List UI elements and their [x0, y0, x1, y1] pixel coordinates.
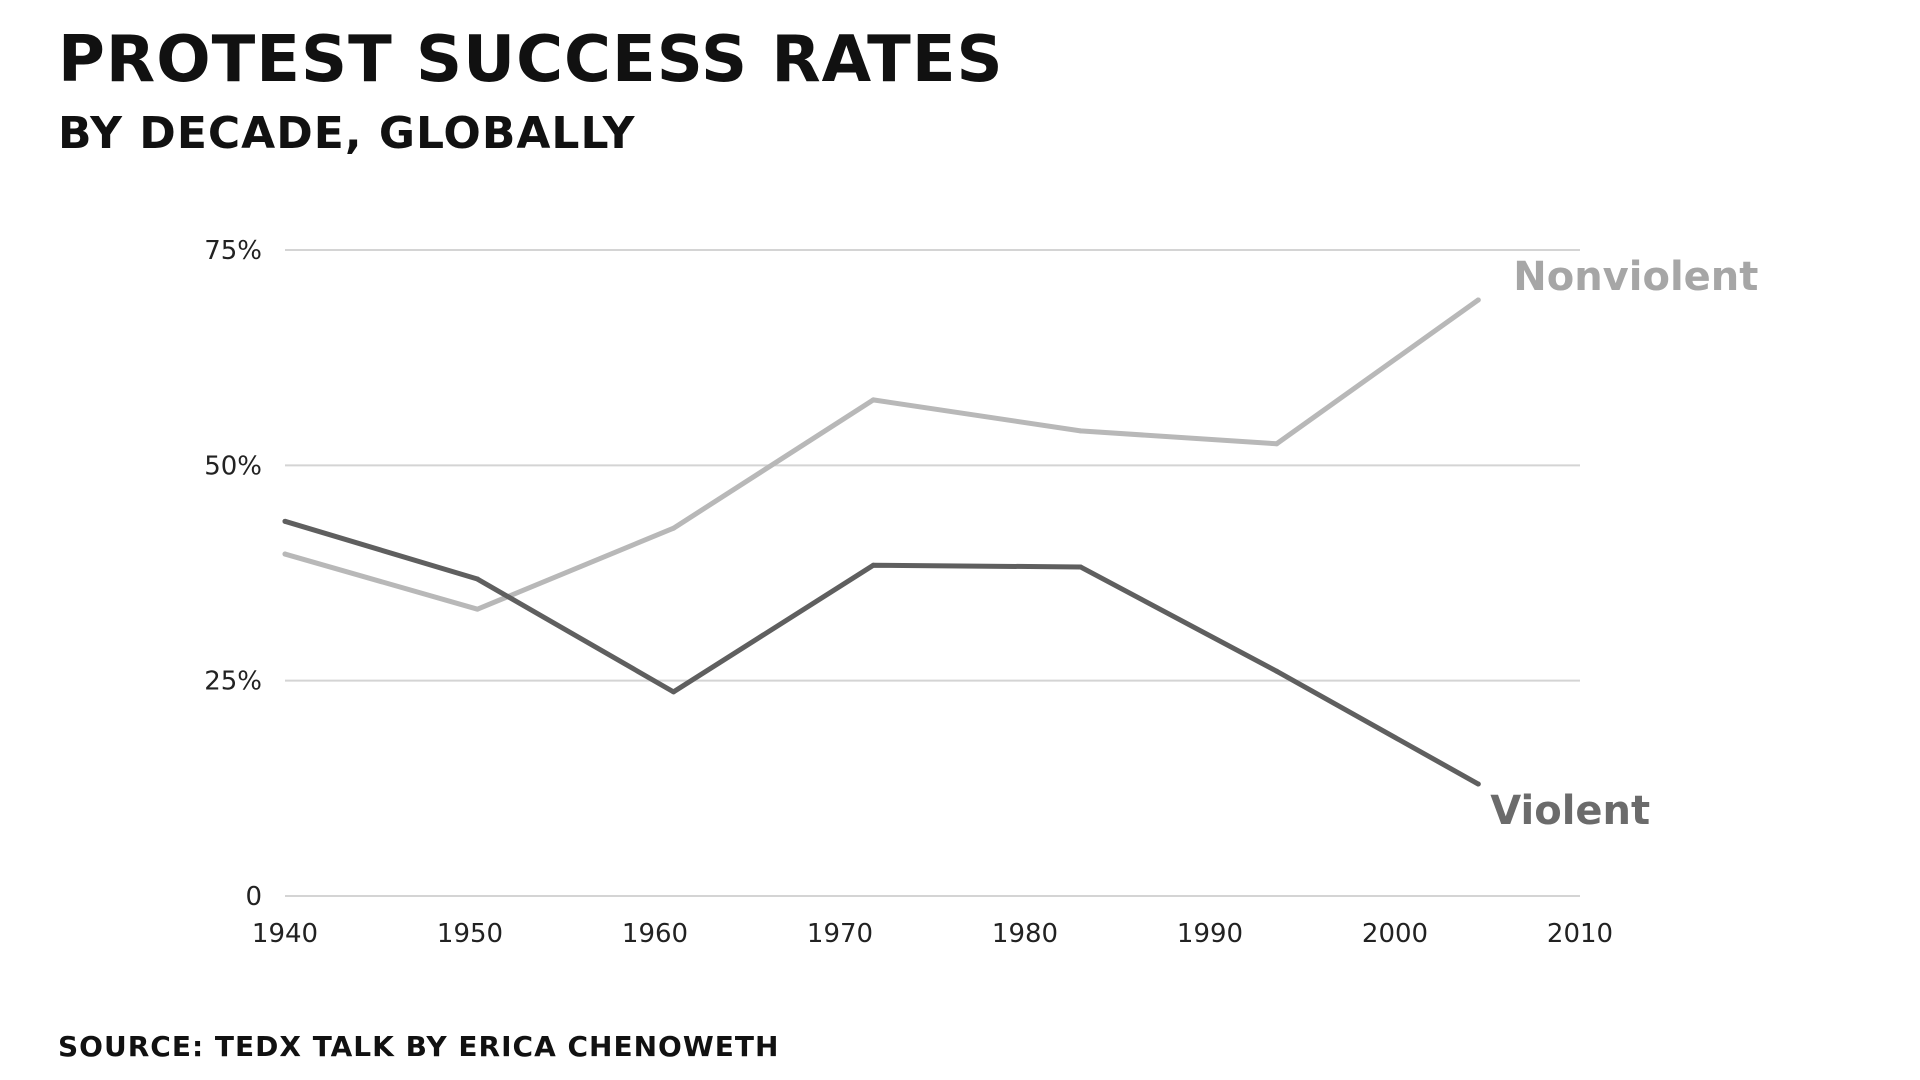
- source-note: SOURCE: TEDX TALK BY ERICA CHENOWETH: [58, 1030, 780, 1063]
- x-tick-label: 1950: [437, 919, 503, 949]
- data-point-nonviolent: [1475, 297, 1481, 303]
- y-tick-label: 0: [245, 882, 262, 912]
- series-label-violent: Violent: [1490, 788, 1650, 834]
- data-point-violent: [474, 576, 480, 582]
- data-point-violent: [1475, 781, 1481, 787]
- y-tick-label: 75%: [204, 236, 262, 266]
- data-point-nonviolent: [282, 551, 288, 557]
- data-point-nonviolent: [671, 525, 676, 531]
- data-point-violent: [870, 562, 876, 568]
- x-tick-label: 2000: [1362, 919, 1428, 949]
- y-tick-label: 50%: [204, 451, 262, 481]
- data-point-nonviolent: [870, 397, 876, 403]
- data-point-violent: [1274, 668, 1280, 674]
- chart-title: PROTEST SUCCESS RATES: [58, 23, 1004, 97]
- x-tick-label: 2010: [1547, 919, 1613, 949]
- series-label-nonviolent: Nonviolent: [1513, 254, 1758, 300]
- chart-subtitle: BY DECADE, GLOBALLY: [58, 108, 636, 159]
- data-point-violent: [671, 689, 676, 695]
- data-point-nonviolent: [474, 606, 480, 612]
- series-line-nonviolent: [282, 297, 1481, 612]
- x-tick-label: 1990: [1177, 919, 1243, 949]
- series-line-violent: [282, 518, 1481, 787]
- x-tick-label: 1980: [992, 919, 1058, 949]
- data-point-nonviolent: [1274, 441, 1280, 447]
- y-tick-label: 25%: [204, 667, 262, 697]
- data-point-violent: [1078, 564, 1083, 570]
- data-point-nonviolent: [1078, 428, 1083, 434]
- x-tick-label: 1940: [252, 919, 318, 949]
- data-point-violent: [282, 518, 288, 524]
- x-tick-label: 1960: [622, 919, 688, 949]
- x-tick-label: 1970: [807, 919, 873, 949]
